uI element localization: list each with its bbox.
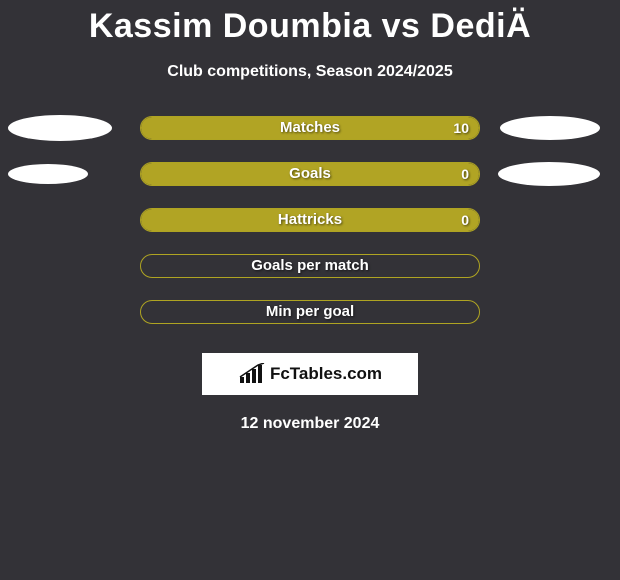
stat-row: Min per goal xyxy=(0,289,620,335)
right-ellipse-icon xyxy=(498,162,600,186)
left-ellipse-icon xyxy=(8,115,112,141)
stat-row: Goals per match xyxy=(0,243,620,289)
stat-bar: Goals per match xyxy=(140,254,480,278)
stat-value: 0 xyxy=(461,163,469,185)
stat-row: Matches10 xyxy=(0,105,620,151)
logo-bars-icon xyxy=(238,363,266,385)
right-ellipse-icon xyxy=(500,116,600,140)
stat-bar: Goals0 xyxy=(140,162,480,186)
stat-label: Hattricks xyxy=(141,209,479,231)
stats-rows: Matches10Goals0Hattricks0Goals per match… xyxy=(0,105,620,335)
page-title: Kassim Doumbia vs DediÄ xyxy=(0,6,620,47)
page-root: Kassim Doumbia vs DediÄ Club competition… xyxy=(0,0,620,580)
left-ellipse-icon xyxy=(8,164,88,184)
stat-label: Goals xyxy=(141,163,479,185)
logo-text: FcTables.com xyxy=(270,364,382,384)
logo-box: FcTables.com xyxy=(202,353,418,395)
stat-row: Goals0 xyxy=(0,151,620,197)
stat-bar: Hattricks0 xyxy=(140,208,480,232)
stat-label: Matches xyxy=(141,117,479,139)
stat-label: Goals per match xyxy=(141,255,479,277)
stat-bar: Matches10 xyxy=(140,116,480,140)
stat-value: 0 xyxy=(461,209,469,231)
page-subtitle: Club competitions, Season 2024/2025 xyxy=(0,63,620,81)
stat-bar: Min per goal xyxy=(140,300,480,324)
stat-row: Hattricks0 xyxy=(0,197,620,243)
stat-label: Min per goal xyxy=(141,301,479,323)
date-line: 12 november 2024 xyxy=(0,415,620,433)
stat-value: 10 xyxy=(453,117,469,139)
